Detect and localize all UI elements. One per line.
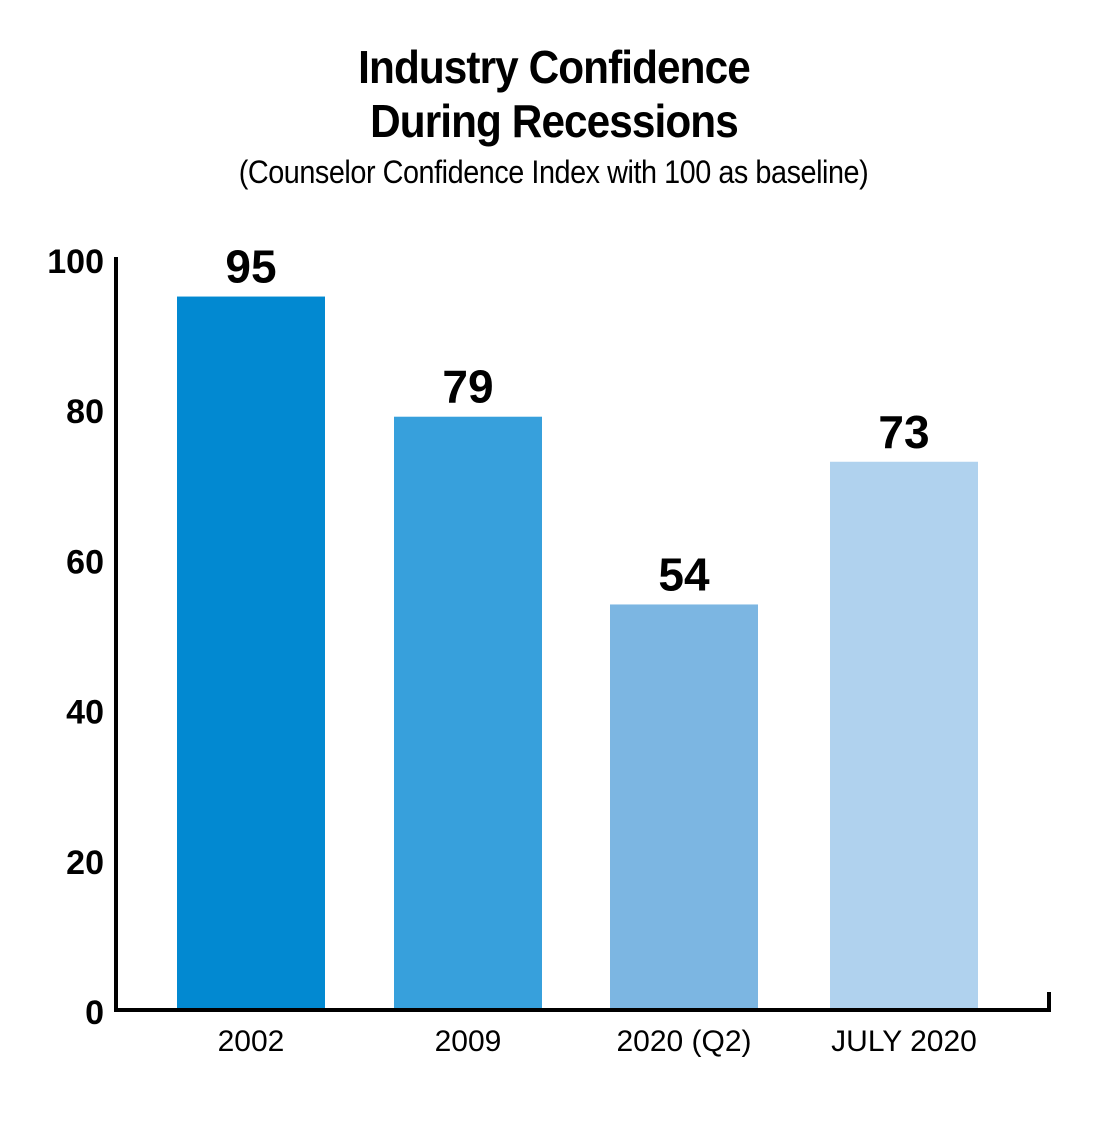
bar-4 — [830, 461, 978, 1010]
chart-subtitle: (Counselor Confidence Index with 100 as … — [238, 154, 869, 190]
data-label-3: 54 — [658, 548, 710, 600]
y-tick-label-100: 100 — [47, 243, 104, 281]
x-tick-label-1: 2002 — [218, 1025, 285, 1058]
labels-layer: 95 2002 79 2009 54 2020 (Q2) 73 JULY 2020 0 20 40 6… — [47, 241, 977, 1058]
y-tick-label-40: 40 — [66, 694, 104, 732]
bar-3 — [610, 604, 758, 1010]
data-label-2: 79 — [442, 361, 493, 413]
y-tick-label-80: 80 — [66, 393, 104, 431]
title-block: Industry Confidence During Recessions (C… — [0, 40, 1107, 192]
y-tick-label-20: 20 — [66, 844, 104, 882]
bars-layer — [177, 296, 978, 1011]
axes-layer — [114, 257, 1051, 1012]
data-label-4: 73 — [878, 406, 929, 458]
bar-1 — [177, 296, 325, 1010]
data-label-1: 95 — [225, 241, 276, 293]
chart-title: Industry Confidence During Recessions — [357, 41, 751, 147]
y-tick-label-0: 0 — [85, 994, 104, 1032]
x-tick-label-2: 2009 — [435, 1025, 502, 1058]
x-tick-label-4: JULY 2020 — [831, 1025, 977, 1058]
x-tick-label-3: 2020 (Q2) — [616, 1025, 751, 1058]
y-tick-label-60: 60 — [66, 543, 104, 581]
bar-2 — [394, 416, 542, 1011]
